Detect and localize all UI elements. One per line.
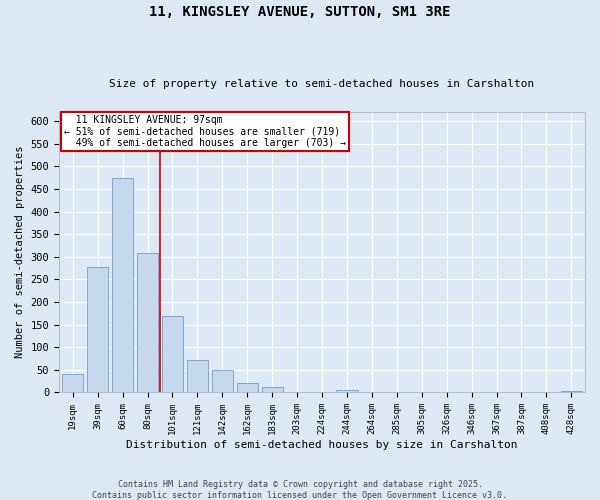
Bar — [87, 266, 108, 392]
Title: Size of property relative to semi-detached houses in Carshalton: Size of property relative to semi-detach… — [109, 79, 535, 89]
Bar — [112, 178, 133, 392]
Bar — [337, 390, 358, 392]
X-axis label: Distribution of semi-detached houses by size in Carshalton: Distribution of semi-detached houses by … — [126, 440, 518, 450]
Bar — [236, 384, 258, 392]
Bar — [162, 316, 183, 392]
Text: 11 KINGSLEY AVENUE: 97sqm
← 51% of semi-detached houses are smaller (719)
  49% : 11 KINGSLEY AVENUE: 97sqm ← 51% of semi-… — [64, 115, 346, 148]
Bar — [137, 253, 158, 392]
Bar — [262, 387, 283, 392]
Bar — [212, 370, 233, 392]
Bar — [62, 374, 83, 392]
Bar — [187, 360, 208, 392]
Text: 11, KINGSLEY AVENUE, SUTTON, SM1 3RE: 11, KINGSLEY AVENUE, SUTTON, SM1 3RE — [149, 5, 451, 19]
Bar — [560, 391, 582, 392]
Y-axis label: Number of semi-detached properties: Number of semi-detached properties — [15, 146, 25, 358]
Text: Contains HM Land Registry data © Crown copyright and database right 2025.
Contai: Contains HM Land Registry data © Crown c… — [92, 480, 508, 500]
